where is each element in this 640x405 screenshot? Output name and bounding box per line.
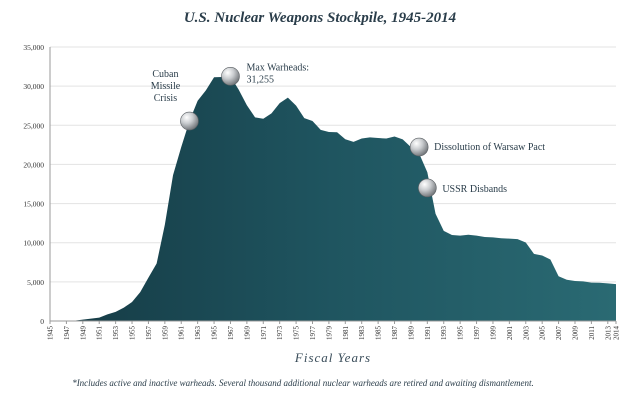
x-tick-label: 1949 xyxy=(79,326,87,341)
x-axis-ticks: 1945 1947 1949 1951 1953 1955 1957 1959 1961 1963… xyxy=(47,321,621,340)
x-tick-label: 1987 xyxy=(391,326,399,341)
annotation-label: Max Warheads: 31,255 xyxy=(246,62,309,85)
x-tick-label: 1971 xyxy=(260,326,268,341)
x-tick-label: 1975 xyxy=(293,326,301,341)
x-tick-label: 2003 xyxy=(522,326,530,341)
x-tick-label: 1977 xyxy=(309,326,317,341)
x-tick-label: 1985 xyxy=(375,326,383,341)
x-tick-label: 1963 xyxy=(194,326,202,341)
x-tick-label: 1983 xyxy=(358,326,366,341)
x-tick-label: 1991 xyxy=(424,326,432,341)
annotation-line: Missile xyxy=(151,81,181,92)
x-tick-label: 1957 xyxy=(145,326,153,341)
x-tick-label: 1951 xyxy=(96,326,104,341)
x-tick-label: 1967 xyxy=(227,326,235,341)
x-tick-label: 1965 xyxy=(211,326,219,341)
y-tick-label: 5,000 xyxy=(27,278,44,287)
annotation-marker xyxy=(180,111,199,131)
y-tick-label: 20,000 xyxy=(23,160,44,169)
chart-title: U.S. Nuclear Weapons Stockpile, 1945-201… xyxy=(184,10,457,26)
y-tick-label: 0 xyxy=(40,317,44,326)
y-tick-label: 10,000 xyxy=(23,239,44,248)
annotation-label: Cuban Missile Crisis xyxy=(151,69,181,104)
annotation-label: Dissolution of Warsaw Pact xyxy=(434,142,545,153)
y-axis-ticks: 0 5,000 10,000 15,000 20,000 25,000 30,000 35,0… xyxy=(23,43,44,326)
x-tick-label: 2007 xyxy=(555,326,563,341)
x-tick-label: 2005 xyxy=(539,326,547,341)
annotation-line: USSR Disbands xyxy=(442,184,507,195)
x-tick-label: 1979 xyxy=(325,326,333,341)
y-tick-label: 35,000 xyxy=(23,43,44,52)
annotation-line: 31,255 xyxy=(246,74,274,85)
x-tick-label: 1945 xyxy=(47,326,55,341)
x-tick-label: 1955 xyxy=(129,326,137,341)
x-tick-label: 1993 xyxy=(440,326,448,341)
annotation-marker xyxy=(418,178,437,198)
x-tick-label: 2013 xyxy=(604,326,612,341)
annotation-line: Crisis xyxy=(154,93,177,104)
annotation-marker xyxy=(221,67,240,86)
annotation-line: Dissolution of Warsaw Pact xyxy=(434,142,545,153)
axes xyxy=(49,47,616,322)
x-tick-label: 1947 xyxy=(63,326,71,341)
x-tick-label: 1969 xyxy=(243,326,251,341)
annotation-marker xyxy=(409,137,429,157)
x-tick-label: 1953 xyxy=(112,326,120,341)
stockpile-area xyxy=(50,76,616,321)
y-tick-label: 25,000 xyxy=(23,121,44,130)
annotation-line: Max Warheads: xyxy=(246,62,309,73)
x-tick-label: 1959 xyxy=(161,326,169,341)
annotation-label: USSR Disbands xyxy=(442,184,507,195)
x-tick-label: 2014 xyxy=(613,326,621,341)
x-tick-label: 1973 xyxy=(276,326,284,341)
y-tick-label: 30,000 xyxy=(23,82,44,91)
x-tick-label: 2001 xyxy=(506,326,514,341)
y-tick-label: 15,000 xyxy=(23,200,44,209)
annotations: Cuban Missile Crisis Max Warheads: 31,255 Dis… xyxy=(151,62,545,198)
x-tick-label: 1995 xyxy=(457,326,465,341)
x-tick-label: 1989 xyxy=(407,326,415,341)
x-tick-label: 2009 xyxy=(571,326,579,341)
x-tick-label: 1999 xyxy=(489,326,497,341)
annotation-line: Cuban xyxy=(152,69,178,80)
x-axis-label: Fiscal Years xyxy=(294,350,371,365)
x-tick-label: 1961 xyxy=(178,326,186,341)
x-tick-label: 1997 xyxy=(473,326,481,341)
footnote: *Includes active and inactive warheads. … xyxy=(72,378,534,388)
x-tick-label: 2011 xyxy=(588,326,596,340)
x-tick-label: 1981 xyxy=(342,326,350,341)
